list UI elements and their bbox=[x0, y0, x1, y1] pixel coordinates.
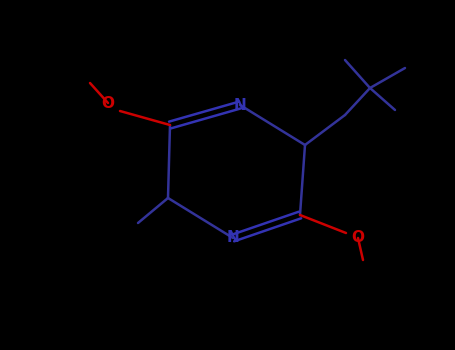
Text: O: O bbox=[101, 96, 115, 111]
Text: N: N bbox=[233, 98, 246, 112]
Text: N: N bbox=[227, 231, 239, 245]
Text: O: O bbox=[352, 231, 364, 245]
